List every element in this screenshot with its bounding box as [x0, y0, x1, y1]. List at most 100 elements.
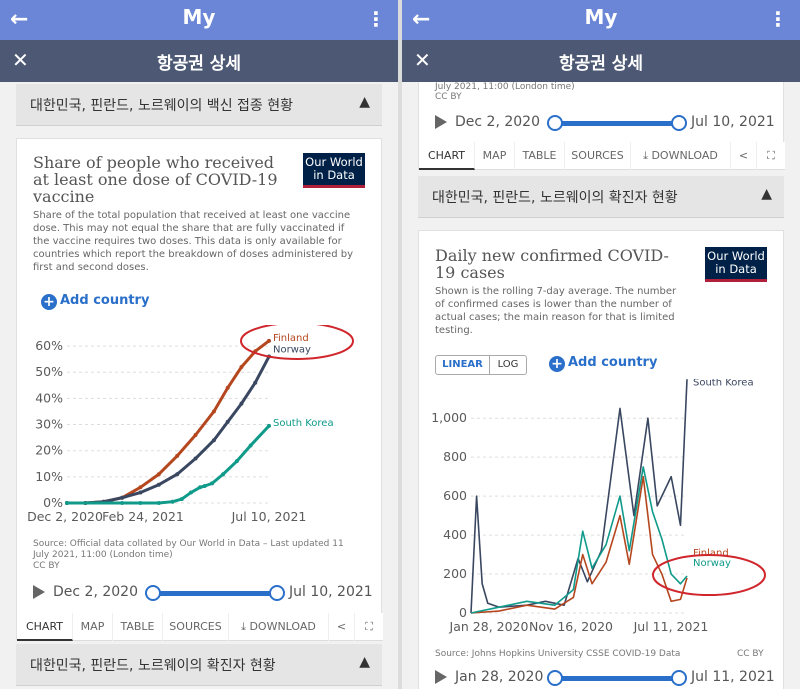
- download-icon: ⤓: [241, 620, 250, 633]
- x-tick-label: Feb 24, 2021: [102, 509, 184, 524]
- chevron-up-icon[interactable]: ▲: [359, 94, 370, 110]
- share-icon[interactable]: <: [731, 142, 757, 170]
- data-point: [225, 419, 230, 424]
- timeline-slider[interactable]: Dec 2, 2020 Jul 10, 2021: [435, 112, 775, 134]
- chevron-up-icon[interactable]: ▲: [359, 654, 370, 670]
- section-cases-header[interactable]: 대한민국, 핀란드, 노르웨이의 확진자 현황 ▲: [418, 176, 784, 218]
- series-line-norway[interactable]: [470, 466, 688, 614]
- y-tick-label: 0%: [43, 495, 63, 510]
- chevron-up-icon[interactable]: ▲: [761, 186, 772, 202]
- tab-table[interactable]: TABLE: [113, 613, 163, 641]
- log-option[interactable]: LOG: [497, 359, 519, 370]
- download-label: DOWNLOAD: [651, 149, 718, 162]
- x-tick-label: Dec 2, 2020: [27, 509, 103, 524]
- data-point: [248, 443, 253, 448]
- highlight-ellipse: [652, 554, 766, 596]
- tab-sources[interactable]: SOURCES: [163, 613, 229, 641]
- data-point: [156, 482, 161, 487]
- timeline-end-date: Jul 10, 2021: [691, 114, 775, 130]
- series-line-south-korea[interactable]: [470, 379, 688, 614]
- data-point: [211, 409, 216, 414]
- owid-logo[interactable]: Our World in Data: [303, 153, 365, 188]
- data-point: [267, 338, 271, 343]
- y-tick-label: 60%: [35, 338, 63, 353]
- add-country-button[interactable]: + Add country: [549, 355, 657, 372]
- share-icon[interactable]: <: [329, 613, 355, 641]
- cases-line-chart: 0 200 400 600 800 1,000 Jan 28, 2020 Nov 16, 20…: [431, 379, 766, 634]
- timeline-slider[interactable]: Dec 2, 2020 Jul 10, 2021: [33, 582, 373, 604]
- play-icon[interactable]: [435, 670, 447, 684]
- tab-download[interactable]: ⤓ DOWNLOAD: [229, 613, 329, 641]
- series-label: Finland: [693, 548, 729, 559]
- series-line-south-korea[interactable]: [67, 424, 271, 505]
- screen-divider: [398, 0, 402, 689]
- add-country-button[interactable]: + Add country: [41, 293, 149, 310]
- chart-tabs: CHART MAP TABLE SOURCES ⤓ DOWNLOAD < ⛶: [419, 142, 785, 170]
- close-icon[interactable]: ✕: [12, 48, 29, 72]
- chart-description: Shown is the rolling 7-day average. The …: [435, 286, 677, 336]
- tab-download[interactable]: ⤓ DOWNLOAD: [631, 142, 731, 170]
- plus-icon: +: [41, 294, 57, 310]
- data-point: [267, 423, 271, 428]
- y-tick-label: 10%: [35, 469, 63, 484]
- chart-license: CC BY: [435, 92, 462, 102]
- detail-title: 항공권 상세: [558, 54, 644, 74]
- tab-map[interactable]: MAP: [475, 142, 515, 170]
- data-point: [225, 385, 230, 390]
- tab-chart[interactable]: CHART: [419, 142, 475, 170]
- data-point: [202, 484, 207, 488]
- timeline-track[interactable]: [555, 676, 679, 681]
- tab-map[interactable]: MAP: [73, 613, 113, 641]
- fullscreen-icon[interactable]: ⛶: [365, 620, 373, 633]
- y-tick-label: 40%: [35, 390, 63, 405]
- linear-option[interactable]: LINEAR: [436, 356, 490, 374]
- x-tick-label: Jan 28, 2020: [449, 619, 529, 634]
- data-point: [193, 456, 198, 461]
- tab-chart[interactable]: CHART: [17, 613, 73, 641]
- more-menu-icon[interactable]: ⋮: [768, 7, 788, 31]
- right-screen: ← My ⋮ ✕ 항공권 상세 July 2021, 11:00 (London…: [402, 0, 800, 689]
- series-line-norway[interactable]: [67, 355, 271, 505]
- fullscreen-icon[interactable]: ⛶: [767, 149, 775, 162]
- scale-toggle[interactable]: LINEAR LOG: [435, 355, 527, 375]
- y-tick-label: 0: [459, 605, 467, 620]
- data-point: [65, 501, 69, 505]
- series-line-finland[interactable]: [470, 475, 688, 614]
- timeline-end-handle[interactable]: [269, 585, 285, 601]
- timeline-slider[interactable]: Jan 28, 2020 Jul 11, 2021: [435, 667, 775, 689]
- tab-sources[interactable]: SOURCES: [565, 142, 631, 170]
- data-point: [175, 472, 180, 477]
- y-tick-label: 600: [443, 488, 467, 503]
- chart-tabs: CHART MAP TABLE SOURCES ⤓ DOWNLOAD < ⛶: [17, 613, 383, 641]
- timeline-track[interactable]: [555, 121, 679, 126]
- data-point: [211, 438, 216, 443]
- close-icon[interactable]: ✕: [414, 48, 431, 72]
- owid-logo[interactable]: Our World in Data: [705, 247, 767, 282]
- data-point: [193, 433, 198, 437]
- series-label: South Korea: [693, 379, 754, 388]
- vaccine-chart-card: Share of people who received at least on…: [16, 138, 383, 641]
- back-arrow-icon[interactable]: ←: [412, 7, 431, 32]
- data-point: [253, 380, 258, 385]
- series-label: South Korea: [273, 418, 334, 429]
- series-label: Norway: [273, 345, 311, 356]
- timeline-start-handle[interactable]: [547, 670, 563, 686]
- detail-header: ✕ 항공권 상세: [402, 40, 800, 82]
- series-label: Finland: [273, 333, 309, 344]
- play-icon[interactable]: [435, 115, 447, 129]
- tab-table[interactable]: TABLE: [515, 142, 565, 170]
- section-cases-header[interactable]: 대한민국, 핀란드, 노르웨이의 확진자 현황 ▲: [16, 644, 382, 686]
- section-vaccine-header[interactable]: 대한민국, 핀란드, 노르웨이의 백신 접종 현황 ▲: [16, 84, 382, 126]
- timeline-start-handle[interactable]: [145, 585, 161, 601]
- timeline-start-date: Dec 2, 2020: [455, 114, 540, 130]
- y-tick-label: 50%: [35, 364, 63, 379]
- play-icon[interactable]: [33, 585, 45, 599]
- timeline-end-date: Jul 11, 2021: [691, 669, 775, 685]
- timeline-start-handle[interactable]: [547, 115, 563, 131]
- timeline-end-handle[interactable]: [671, 670, 687, 686]
- timeline-track[interactable]: [153, 591, 277, 596]
- more-menu-icon[interactable]: ⋮: [366, 7, 386, 31]
- back-arrow-icon[interactable]: ←: [10, 7, 29, 32]
- timeline-end-handle[interactable]: [671, 115, 687, 131]
- chart-description: Share of the total population that recei…: [33, 210, 353, 273]
